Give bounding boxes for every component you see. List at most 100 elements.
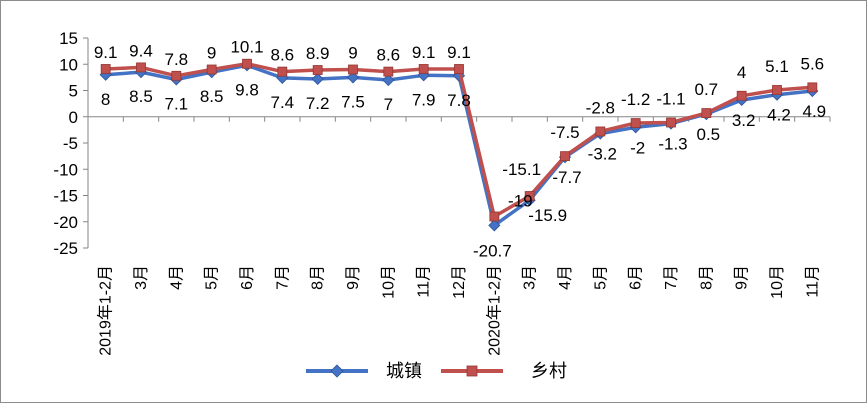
legend-label-1: 乡村 — [531, 361, 567, 381]
x-tick-label: 6月 — [628, 265, 645, 290]
legend-label-0: 城镇 — [386, 361, 422, 381]
data-point — [488, 219, 501, 232]
x-tick-label: 7月 — [663, 265, 680, 290]
data-label: 8.5 — [129, 87, 153, 106]
data-label: 9 — [207, 44, 216, 63]
data-point — [736, 90, 747, 101]
x-tick-label: 10月 — [769, 265, 786, 299]
data-label: 9.4 — [129, 41, 153, 60]
y-axis: 15 10 5 0 -5 -10 -15 -20 -25 — [53, 29, 89, 258]
data-label: 0.5 — [697, 125, 721, 144]
y-tick-label: 5 — [69, 82, 78, 101]
y-tick-label: -20 — [53, 213, 78, 232]
data-point — [383, 66, 394, 77]
data-point — [701, 108, 712, 118]
data-point — [489, 211, 500, 222]
data-label: -20.7 — [473, 241, 512, 260]
data-point — [595, 126, 606, 137]
x-tick-label: 8月 — [310, 265, 327, 290]
data-label: 9.1 — [412, 43, 436, 62]
data-label: 5.1 — [765, 57, 789, 76]
x-tick-label: 9月 — [345, 265, 362, 290]
x-tick-label: 7月 — [274, 265, 291, 290]
data-point — [772, 85, 782, 95]
data-label: 8 — [101, 90, 110, 109]
data-label: -2.8 — [586, 98, 615, 117]
x-tick-label: 8月 — [698, 265, 715, 290]
data-point — [277, 66, 288, 77]
data-point — [807, 82, 818, 93]
data-point — [382, 73, 395, 87]
data-label: -19 — [508, 192, 533, 211]
y-tick-label: 10 — [59, 55, 78, 74]
legend-marker-0 — [330, 364, 344, 378]
data-label: 7 — [384, 95, 393, 114]
data-label: 7.4 — [271, 93, 295, 112]
data-label: 10.1 — [230, 38, 263, 57]
data-label: -7.7 — [552, 168, 581, 187]
x-tick-label: 2020年1-2月 — [485, 265, 503, 356]
x-tick-label: 11月 — [416, 265, 433, 298]
data-point — [242, 58, 252, 69]
x-tick-label: 9月 — [734, 265, 751, 290]
data-point — [171, 70, 182, 81]
data-label: 4.9 — [803, 102, 827, 121]
data-point — [348, 64, 358, 75]
data-labels: 9.1 8 9.4 8.5 7.8 7.1 9 8.5 10.1 9.8 8.6 7.4 8.9 7.2 9… — [94, 38, 826, 261]
data-label: 8.6 — [377, 46, 401, 65]
data-label: -15.9 — [528, 206, 567, 225]
y-tick-label: -10 — [53, 160, 78, 179]
data-label: -2 — [630, 138, 645, 157]
y-tick-label: 15 — [59, 29, 78, 48]
series-layer — [99, 58, 819, 232]
data-label: 7.8 — [165, 50, 189, 69]
y-tick-label: -5 — [63, 134, 78, 153]
data-point — [630, 118, 641, 128]
legend-marker-1 — [466, 365, 478, 377]
x-tick-label: 6月 — [239, 265, 256, 290]
data-point — [666, 117, 676, 128]
x-axis: 2019年1-2月 3月 4月 5月 6月 7月 8月 9月 10月 11月 12月 2020年1-2… — [87, 116, 831, 356]
data-label: 7.8 — [447, 91, 471, 110]
x-tick-label: 5月 — [592, 265, 609, 290]
data-label: 7.9 — [412, 90, 436, 109]
x-tick-label: 4月 — [557, 265, 574, 290]
data-point — [454, 64, 464, 74]
data-label: 4.2 — [767, 106, 791, 125]
data-point — [312, 65, 323, 75]
x-tick-label: 3月 — [522, 265, 539, 290]
data-label: 9.1 — [94, 43, 118, 62]
x-tick-label: 2019年1-2月 — [97, 265, 115, 356]
data-point — [100, 64, 111, 74]
data-label: -1.3 — [658, 135, 687, 154]
legend: 城镇 乡村 — [306, 361, 567, 381]
data-label: -1.1 — [656, 90, 685, 109]
data-point — [560, 151, 570, 162]
data-label: -3.2 — [588, 145, 617, 164]
x-tick-label: 11月 — [804, 265, 821, 298]
data-label: 4 — [737, 63, 746, 82]
data-label: -1.2 — [621, 90, 650, 109]
data-point — [311, 72, 324, 86]
data-label: 8.9 — [306, 44, 330, 63]
data-label: 9.1 — [447, 43, 471, 62]
data-label: 0.7 — [695, 80, 719, 99]
data-label: 9 — [348, 44, 357, 63]
data-label: 7.2 — [306, 94, 330, 113]
data-label: 8.6 — [271, 46, 295, 65]
x-tick-label: 3月 — [133, 265, 150, 290]
data-label: 8.5 — [200, 87, 224, 106]
data-point — [206, 64, 217, 75]
data-label: 3.2 — [732, 111, 756, 130]
x-tick-label: 4月 — [168, 265, 185, 290]
x-tick-label: 12月 — [451, 265, 468, 299]
y-tick-label: 0 — [69, 108, 78, 127]
x-tick-label: 5月 — [204, 265, 221, 290]
data-point — [346, 71, 360, 84]
x-tick-label: 10月 — [380, 265, 397, 299]
data-label: 7.1 — [165, 94, 189, 113]
data-label: -15.1 — [502, 160, 541, 179]
data-label: 7.5 — [341, 92, 365, 111]
